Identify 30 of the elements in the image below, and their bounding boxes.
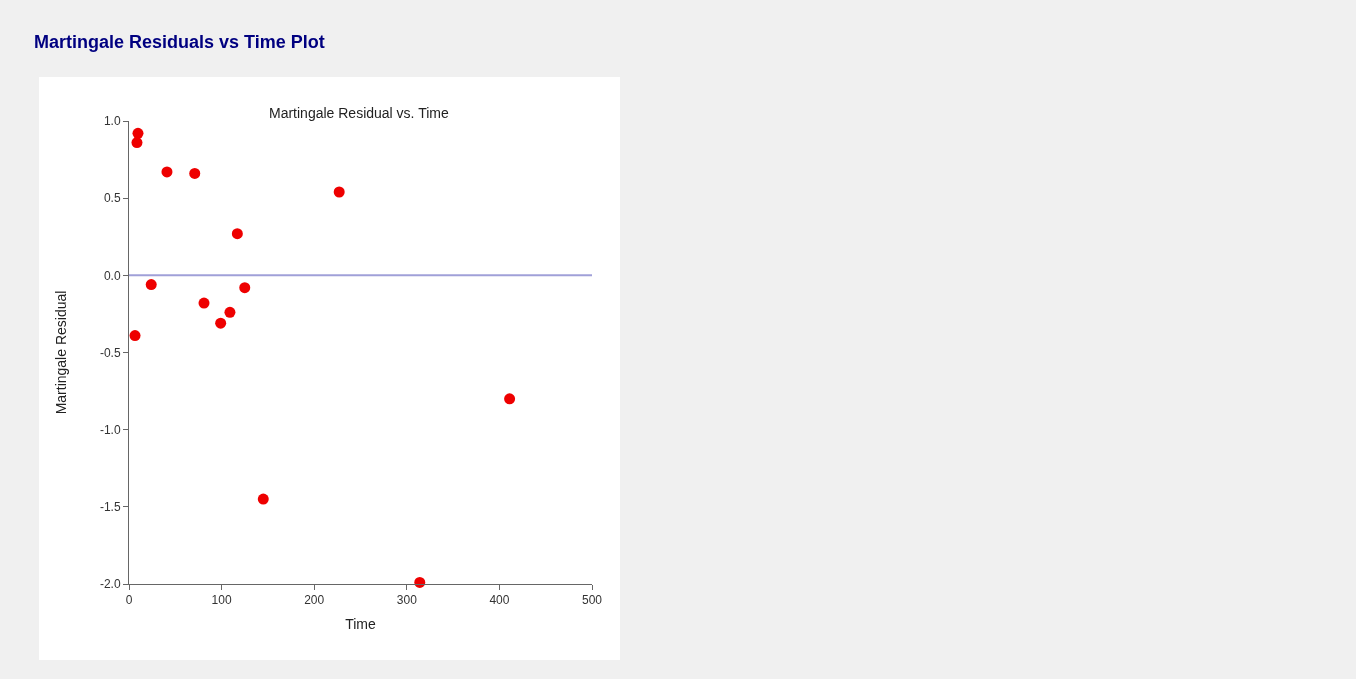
y-tick-label: 0.0: [103, 268, 121, 283]
point: [224, 306, 236, 318]
y-tick-label: -2.0: [99, 577, 121, 592]
point: [198, 297, 210, 309]
y-tick-label: 1.0: [103, 114, 121, 129]
point: [333, 186, 345, 198]
x-tick-label: 200: [304, 593, 325, 608]
y-axis-title: Martingale Residual: [52, 290, 69, 415]
x-tick-label: 400: [489, 593, 510, 608]
point: [189, 167, 201, 179]
point: [145, 279, 157, 291]
y-tick-label: -0.5: [99, 345, 121, 360]
point: [231, 228, 243, 240]
x-tick-label: 100: [211, 593, 232, 608]
point: [215, 317, 227, 329]
x-tick-label: 500: [581, 593, 603, 608]
y-tick-label: -1.0: [99, 422, 121, 437]
chart-title: Martingale Residuals vs Time Plot: [34, 32, 325, 53]
point: [504, 393, 516, 405]
y-tick-label: 0.5: [103, 191, 121, 206]
x-axis-title: Time: [345, 615, 377, 632]
point: [129, 330, 141, 342]
point: [161, 166, 173, 178]
x-tick-label: 0: [125, 593, 133, 608]
point: [132, 127, 144, 139]
chart-subtitle: Martingale Residual vs. Time: [269, 105, 449, 121]
y-tick-label: -1.5: [99, 500, 121, 515]
point: [257, 493, 269, 505]
point: [239, 282, 251, 294]
x-tick-label: 300: [396, 593, 418, 608]
